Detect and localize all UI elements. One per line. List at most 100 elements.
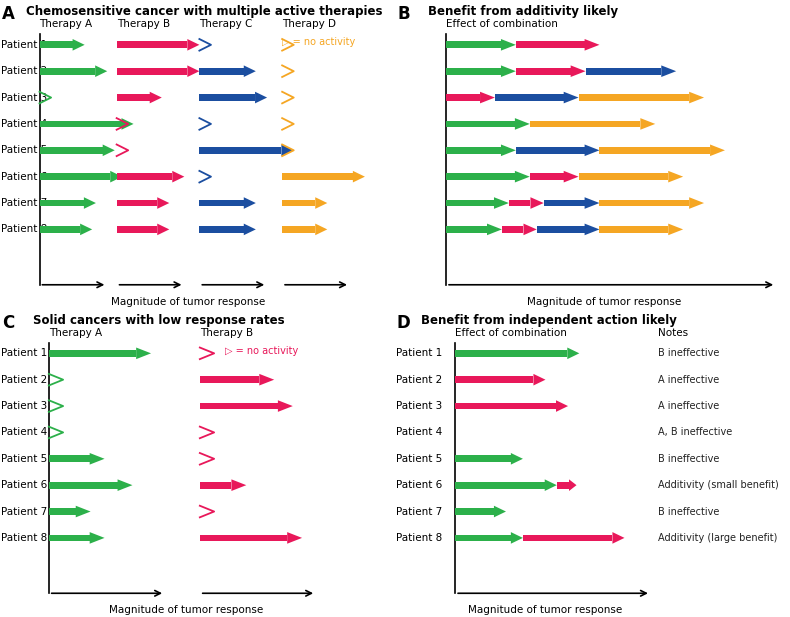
Polygon shape bbox=[487, 223, 502, 235]
Polygon shape bbox=[446, 94, 480, 101]
Polygon shape bbox=[40, 226, 80, 233]
Polygon shape bbox=[557, 482, 569, 489]
Polygon shape bbox=[117, 200, 157, 207]
Text: Benefit from independent action likely: Benefit from independent action likely bbox=[421, 314, 677, 327]
Polygon shape bbox=[480, 92, 495, 104]
Polygon shape bbox=[199, 94, 255, 101]
Polygon shape bbox=[641, 118, 655, 130]
Polygon shape bbox=[511, 453, 523, 465]
Polygon shape bbox=[515, 171, 530, 183]
Polygon shape bbox=[446, 173, 515, 180]
Polygon shape bbox=[95, 65, 107, 77]
Polygon shape bbox=[661, 65, 676, 77]
Text: A, B ineffective: A, B ineffective bbox=[658, 428, 732, 437]
Polygon shape bbox=[315, 223, 327, 235]
Polygon shape bbox=[455, 482, 545, 489]
Text: Patient 1: Patient 1 bbox=[1, 40, 47, 50]
Polygon shape bbox=[446, 120, 515, 127]
Text: Patient 1: Patient 1 bbox=[396, 349, 442, 358]
Polygon shape bbox=[530, 173, 564, 180]
Text: Patient 8: Patient 8 bbox=[396, 533, 442, 543]
Polygon shape bbox=[122, 118, 134, 130]
Text: B ineffective: B ineffective bbox=[658, 453, 720, 464]
Polygon shape bbox=[455, 534, 511, 541]
Polygon shape bbox=[494, 197, 509, 209]
Polygon shape bbox=[516, 147, 585, 154]
Polygon shape bbox=[199, 226, 244, 233]
Polygon shape bbox=[200, 376, 259, 383]
Polygon shape bbox=[244, 223, 256, 235]
Text: Additivity (small benefit): Additivity (small benefit) bbox=[658, 480, 779, 490]
Text: Patient 8: Patient 8 bbox=[1, 533, 47, 543]
Text: Solid cancers with low response rates: Solid cancers with low response rates bbox=[32, 314, 284, 327]
Text: Patient 6: Patient 6 bbox=[1, 480, 47, 490]
Text: Patient 5: Patient 5 bbox=[1, 453, 47, 464]
Text: Therapy C: Therapy C bbox=[199, 19, 253, 29]
Polygon shape bbox=[455, 350, 567, 357]
Polygon shape bbox=[446, 200, 494, 207]
Polygon shape bbox=[200, 403, 278, 410]
Polygon shape bbox=[455, 403, 556, 410]
Polygon shape bbox=[585, 39, 600, 51]
Polygon shape bbox=[244, 65, 256, 77]
Polygon shape bbox=[80, 223, 92, 235]
Polygon shape bbox=[40, 41, 73, 48]
Text: Patient 2: Patient 2 bbox=[1, 66, 47, 76]
Polygon shape bbox=[282, 200, 315, 207]
Polygon shape bbox=[578, 173, 668, 180]
Text: Patient 8: Patient 8 bbox=[1, 225, 47, 234]
Text: Patient 1: Patient 1 bbox=[1, 349, 47, 358]
Polygon shape bbox=[103, 144, 115, 156]
Polygon shape bbox=[523, 534, 612, 541]
Polygon shape bbox=[446, 41, 501, 48]
Text: Patient 5: Patient 5 bbox=[1, 145, 47, 155]
Polygon shape bbox=[76, 506, 91, 517]
Polygon shape bbox=[570, 65, 585, 77]
Text: Patient 3: Patient 3 bbox=[396, 401, 442, 411]
Polygon shape bbox=[585, 197, 600, 209]
Text: Patient 3: Patient 3 bbox=[1, 93, 47, 102]
Polygon shape bbox=[200, 482, 231, 489]
Polygon shape bbox=[501, 39, 516, 51]
Polygon shape bbox=[668, 171, 683, 183]
Polygon shape bbox=[515, 118, 530, 130]
Text: Therapy A: Therapy A bbox=[40, 19, 92, 29]
Text: Therapy D: Therapy D bbox=[282, 19, 336, 29]
Polygon shape bbox=[90, 532, 104, 544]
Polygon shape bbox=[244, 197, 256, 209]
Polygon shape bbox=[545, 479, 557, 491]
Text: ▷ = no activity: ▷ = no activity bbox=[282, 37, 356, 47]
Polygon shape bbox=[544, 200, 585, 207]
Text: B: B bbox=[397, 6, 410, 23]
Polygon shape bbox=[49, 482, 118, 489]
Polygon shape bbox=[668, 223, 683, 235]
Text: A: A bbox=[2, 6, 15, 23]
Text: Patient 3: Patient 3 bbox=[1, 401, 47, 411]
Text: Therapy B: Therapy B bbox=[117, 19, 170, 29]
Polygon shape bbox=[516, 68, 570, 75]
Polygon shape bbox=[353, 171, 365, 183]
Polygon shape bbox=[530, 120, 641, 127]
Text: Notes: Notes bbox=[658, 328, 688, 337]
Text: Benefit from additivity likely: Benefit from additivity likely bbox=[427, 6, 618, 19]
Text: Therapy B: Therapy B bbox=[200, 328, 253, 337]
Polygon shape bbox=[446, 226, 487, 233]
Polygon shape bbox=[49, 350, 136, 357]
Polygon shape bbox=[556, 400, 568, 412]
Polygon shape bbox=[564, 92, 578, 104]
Text: Patient 5: Patient 5 bbox=[396, 453, 442, 464]
Polygon shape bbox=[502, 226, 524, 233]
Text: A ineffective: A ineffective bbox=[658, 401, 720, 411]
Text: Patient 7: Patient 7 bbox=[1, 507, 47, 516]
Polygon shape bbox=[569, 479, 577, 491]
Text: Patient 7: Patient 7 bbox=[1, 198, 47, 208]
Polygon shape bbox=[117, 173, 172, 180]
Polygon shape bbox=[40, 68, 95, 75]
Polygon shape bbox=[40, 120, 122, 127]
Polygon shape bbox=[494, 506, 506, 517]
Polygon shape bbox=[455, 508, 494, 515]
Text: Therapy A: Therapy A bbox=[49, 328, 102, 337]
Text: B ineffective: B ineffective bbox=[658, 507, 720, 516]
Polygon shape bbox=[281, 144, 293, 156]
Text: B ineffective: B ineffective bbox=[658, 349, 720, 358]
